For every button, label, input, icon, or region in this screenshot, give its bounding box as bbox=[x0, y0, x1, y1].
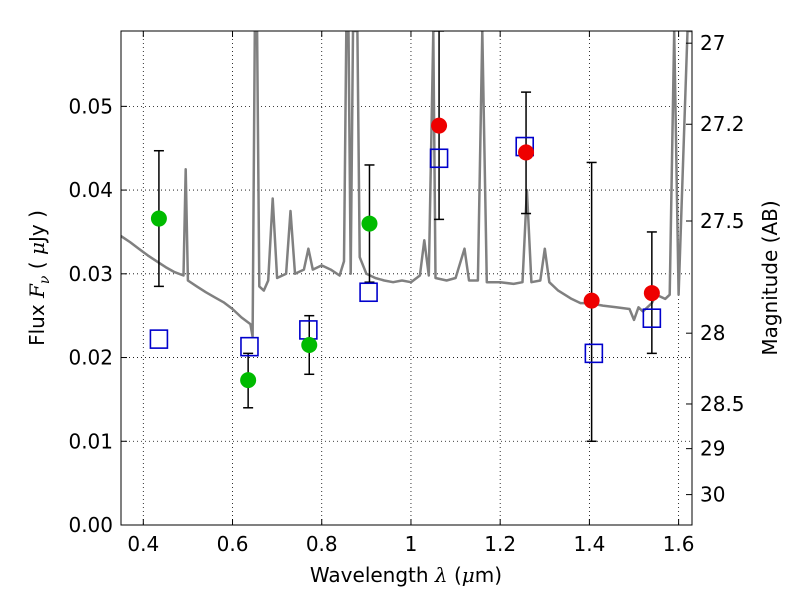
model-photometry-square bbox=[584, 343, 604, 364]
magnitude-axis-ticks: 27 27.2 27.5 28 28.5 29 30 bbox=[686, 31, 745, 507]
y-tick-label: 0.05 bbox=[68, 94, 113, 118]
green-point bbox=[301, 336, 318, 353]
magnitude-tick-label: 28.5 bbox=[700, 392, 745, 416]
plot-background bbox=[121, 31, 692, 525]
x-tick-label: 0.4 bbox=[127, 532, 159, 556]
model-photometry-square bbox=[240, 336, 259, 357]
magnitude-tick-label: 28 bbox=[700, 321, 725, 345]
green-point bbox=[240, 372, 257, 389]
green-point bbox=[150, 210, 167, 227]
red-point bbox=[583, 292, 600, 309]
y-tick-label: 0.00 bbox=[68, 513, 113, 537]
red-point bbox=[643, 285, 660, 302]
red-photometry-points bbox=[431, 117, 660, 309]
y-axis-ticks: 0.00 0.01 0.02 0.03 0.04 0.05 bbox=[68, 94, 127, 537]
y-tick-label: 0.04 bbox=[68, 178, 113, 202]
x-tick-label: 1.4 bbox=[573, 532, 605, 556]
plot-frame bbox=[120, 30, 693, 526]
x-axis-ticks: 0.4 0.6 0.8 1 1.2 1.4 1.6 bbox=[127, 31, 695, 556]
y-tick-label: 0.02 bbox=[68, 346, 113, 370]
green-photometry-points bbox=[150, 210, 378, 389]
red-point bbox=[431, 117, 448, 134]
model-photometry-square bbox=[642, 308, 662, 328]
magnitude-tick-label: 30 bbox=[700, 483, 725, 507]
x-axis-title: Wavelength λ (μm) bbox=[310, 563, 502, 587]
y-axis-title: Flux Fν ( μJy ) bbox=[25, 210, 53, 346]
y-tick-label: 0.03 bbox=[68, 262, 113, 286]
red-point bbox=[518, 144, 535, 161]
magnitude-tick-label: 27 bbox=[700, 31, 725, 55]
model-photometry-square bbox=[149, 329, 169, 349]
model-photometry-square bbox=[429, 148, 449, 169]
magnitude-tick-label: 27.5 bbox=[700, 209, 745, 233]
y-tick-label: 0.01 bbox=[68, 429, 113, 453]
x-tick-label: 0.6 bbox=[217, 532, 249, 556]
x-tick-label: 1 bbox=[405, 532, 418, 556]
model-photometry-square bbox=[359, 282, 378, 303]
green-point bbox=[361, 215, 378, 232]
model-photometry-markers bbox=[149, 136, 662, 364]
x-tick-label: 1.2 bbox=[484, 532, 516, 556]
x-tick-label: 0.8 bbox=[306, 532, 338, 556]
magnitude-axis-title: Magnitude (AB) bbox=[758, 200, 782, 355]
x-tick-label: 1.6 bbox=[663, 532, 695, 556]
magnitude-tick-label: 27.2 bbox=[700, 112, 745, 136]
magnitude-tick-label: 29 bbox=[700, 437, 725, 461]
